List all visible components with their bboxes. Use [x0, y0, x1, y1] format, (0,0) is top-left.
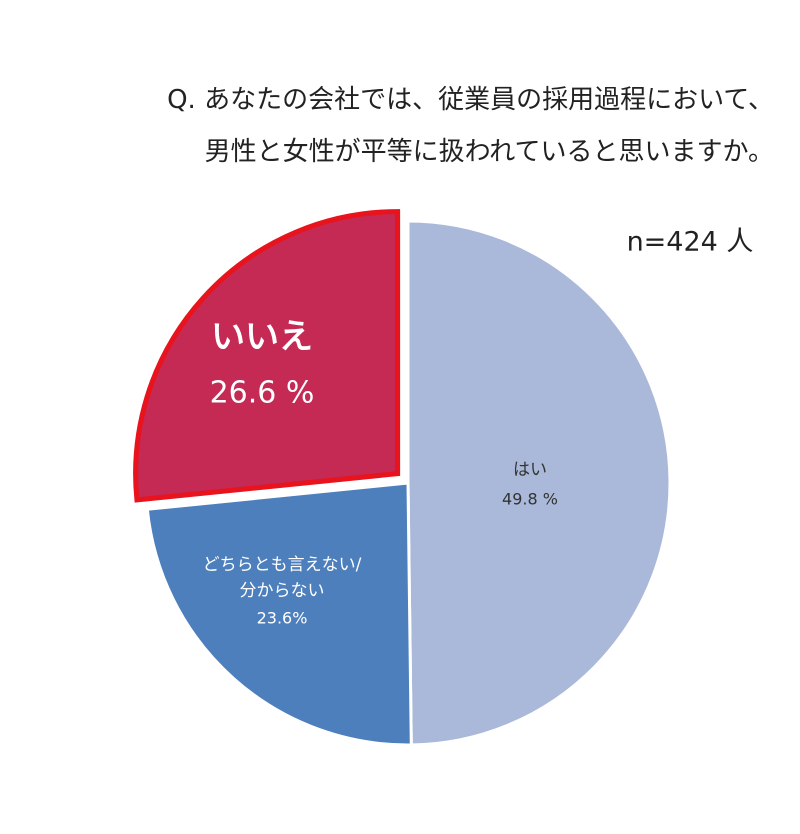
- value-label: 49.8 %: [502, 490, 558, 509]
- pie-slice: [406, 219, 672, 747]
- slice-label: はい: [513, 460, 547, 480]
- value-label: 23.6%: [257, 609, 308, 628]
- pie-slice: [145, 481, 413, 747]
- slice-label: いいえ: [211, 317, 313, 357]
- pie-slice: [133, 209, 401, 503]
- chart-title: Q. あなたの会社では、従業員の採用過程において、男性と女性が平等に扱われている…: [167, 85, 774, 167]
- sample-size: n=424 人: [627, 227, 754, 258]
- value-label: 26.6 %: [210, 376, 315, 411]
- slice-label: どちらとも言えない/分からない: [203, 555, 362, 601]
